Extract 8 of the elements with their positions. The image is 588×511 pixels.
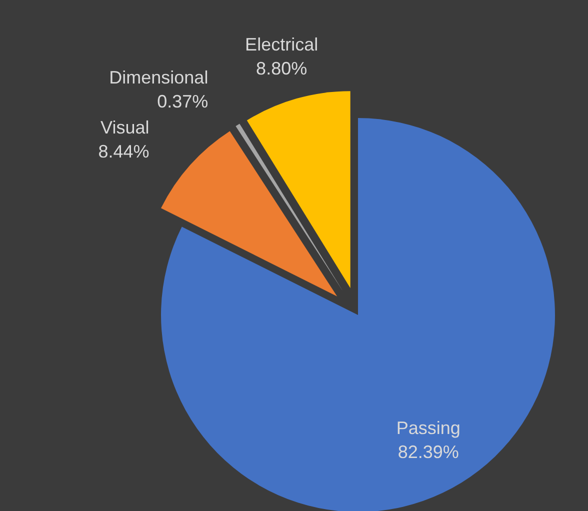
slice-label: Dimensional <box>109 67 208 88</box>
slice-label: Passing <box>396 418 460 438</box>
data-label: 0.37% <box>157 91 208 112</box>
slice-label: Electrical <box>245 34 318 55</box>
data-label: 82.39% <box>398 442 459 462</box>
data-label: 8.44% <box>98 141 150 162</box>
data-label: 8.80% <box>256 58 308 79</box>
slice-label: Visual <box>100 117 150 138</box>
